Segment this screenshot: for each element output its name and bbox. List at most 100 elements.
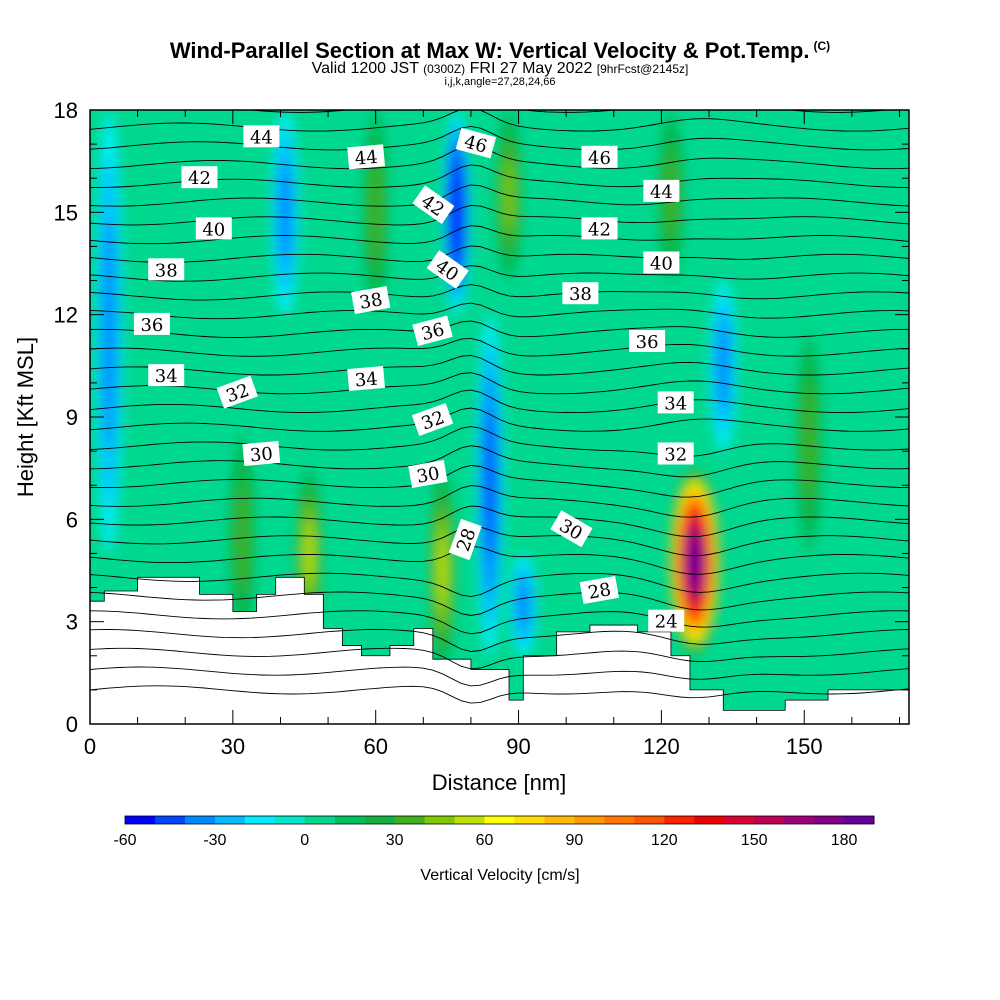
contour-label: 38 [562, 282, 599, 305]
contour-label-box [408, 460, 448, 488]
contour-label-box [148, 364, 185, 387]
colorbar-tick-label: -60 [113, 832, 136, 849]
contour-label-text: 28 [586, 579, 612, 604]
contour-label-text: 44 [650, 182, 673, 203]
contour-label: 44 [243, 125, 280, 148]
contour-label: 24 [648, 609, 685, 633]
contour-label: 42 [581, 217, 618, 240]
colorbar-swatch [844, 816, 875, 824]
isentrope-line [90, 245, 909, 263]
isentrope-line [90, 265, 909, 282]
downdraft-9 [476, 314, 504, 656]
updraft-3 [429, 468, 456, 673]
contour-label-text: 30 [415, 463, 441, 488]
colorbar-swatch [364, 816, 396, 824]
contour-label-box [195, 217, 232, 240]
contour-label: 40 [643, 251, 680, 275]
colorbar-tick-label: 90 [566, 832, 584, 849]
contour-label-box [133, 312, 170, 335]
contour-label: 28 [579, 576, 619, 604]
contour-label-text: 44 [354, 147, 379, 170]
x-tick-label: 60 [363, 734, 387, 759]
field-level [484, 410, 496, 560]
field-level [236, 483, 249, 590]
x-axis-label: Distance [nm] [432, 770, 567, 795]
colorbar: -60 -30 0 30 60 90 120 150 180 [113, 815, 875, 849]
contour-label: 44 [347, 144, 386, 170]
colorbar-tick-label: 0 [300, 832, 309, 849]
colorbar-swatch [244, 816, 276, 824]
colorbar-label: Vertical Velocity [cm/s] [420, 867, 579, 884]
field-level [517, 578, 530, 632]
contour-label-text: 36 [140, 315, 163, 336]
contour-label: 42 [181, 166, 218, 189]
isentrope-line [90, 525, 909, 557]
colorbar-tick-label: 150 [741, 832, 768, 849]
contour-label-box [562, 282, 599, 305]
contour-label-box [455, 127, 497, 159]
contour-label-text: 38 [358, 289, 384, 314]
contour-label-text: 38 [155, 260, 178, 281]
contour-label-box [347, 144, 386, 170]
contour-label-box [242, 440, 281, 467]
contour-label-box [181, 166, 218, 189]
contour-label-box [579, 576, 619, 604]
colorbar-swatch [604, 816, 635, 824]
contour-label: 38 [148, 258, 185, 281]
y-tick-label: 15 [54, 200, 78, 225]
isentrope-line [90, 666, 909, 687]
contour-label-text: 38 [569, 284, 592, 305]
contour-label-box [243, 125, 280, 148]
colorbar-swatch [724, 816, 755, 824]
contour-label-box [581, 145, 618, 168]
isentrope-line [90, 591, 909, 616]
contour-label: 30 [408, 460, 448, 488]
potential-temperature-contours [90, 110, 909, 704]
field-level [369, 159, 382, 266]
downdraft-11 [95, 110, 123, 554]
contour-label: 36 [412, 315, 453, 347]
contour-label-text: 44 [250, 127, 273, 148]
isentrope-line [245, 110, 892, 113]
colorbar-swatch [125, 816, 156, 824]
chart-subtitle: Valid 1200 JST (0300Z) FRI 27 May 2022 [… [0, 60, 1000, 78]
y-tick-label: 18 [54, 98, 78, 123]
colorbar-swatch [184, 816, 216, 824]
colorbar-swatch [394, 816, 426, 824]
colorbar-swatch [754, 816, 785, 824]
x-tick-label: 30 [221, 734, 245, 759]
colorbar-swatch [784, 816, 815, 824]
contour-label-text: 40 [650, 254, 673, 275]
contour-label: 32 [657, 442, 694, 466]
isentrope-line [90, 407, 909, 432]
isentrope-line [90, 302, 909, 320]
contour-label: 38 [351, 286, 391, 314]
isentrope-line [90, 144, 909, 170]
contour-label: 36 [133, 312, 170, 336]
contour-label-box [648, 609, 685, 632]
valid-time-utc: (0300Z) [423, 62, 466, 76]
isentrope-line [90, 337, 909, 357]
contour-label-box [550, 510, 593, 548]
colorbar-tick-label: 60 [476, 832, 494, 849]
y-tick-label: 9 [66, 405, 78, 430]
contour-label-box [411, 402, 454, 436]
updraft-0 [668, 468, 721, 656]
colorbar-swatch [664, 816, 695, 824]
isentrope-line [90, 647, 909, 670]
isentrope-line [90, 125, 909, 151]
colorbar-swatch [814, 816, 845, 824]
contour-label-text: 32 [664, 445, 687, 466]
colorbar-swatch [514, 816, 545, 824]
contour-label-box [347, 365, 386, 392]
colorbar-tick-label: 180 [831, 832, 858, 849]
contour-label-box [351, 286, 391, 314]
updraft-7 [795, 331, 823, 554]
y-axis-label: Height [Kft MSL] [13, 337, 38, 497]
contour-label: 46 [581, 145, 618, 169]
copyright-mark: (C) [813, 38, 831, 53]
x-tick-label: 150 [786, 734, 823, 759]
valid-date: FRI 27 May 2022 [469, 60, 593, 77]
